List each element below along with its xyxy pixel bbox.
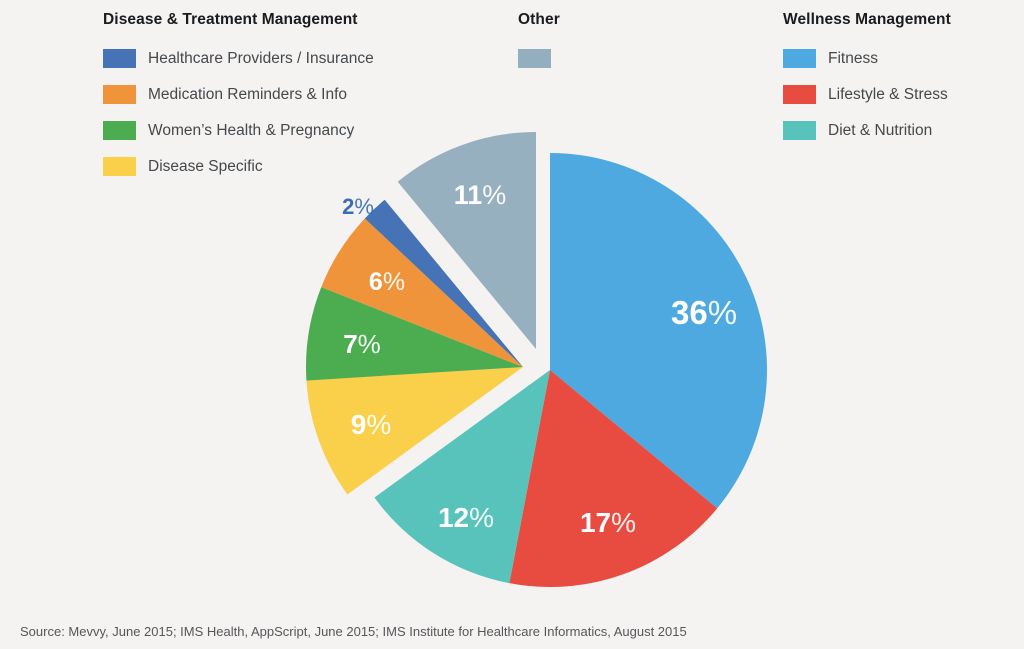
- pie-slice-medication-reminders-info: [321, 218, 523, 367]
- legend-item: Women’s Health & Pregnancy: [103, 121, 374, 140]
- legend-item-label: Women’s Health & Pregnancy: [148, 121, 355, 139]
- pie-slice-healthcare-providers-insurance: [364, 199, 523, 367]
- legend-item: Medication Reminders & Info: [103, 85, 374, 104]
- pie-slice-women-s-health-pregnancy: [306, 287, 523, 381]
- legend-disease-treatment: Disease & Treatment Management Healthcar…: [103, 11, 374, 176]
- pie-slice-diet-nutrition: [374, 370, 550, 584]
- pie-label-medication-reminders-info: 6%: [369, 268, 405, 296]
- legend-items-wellness: Fitness Lifestyle & Stress Diet & Nutrit…: [783, 49, 951, 140]
- legend-item-label: Fitness: [828, 49, 878, 67]
- legend-color-swatch: [103, 157, 136, 176]
- pie-label-disease-specific: 9%: [351, 409, 391, 440]
- legend-items-disease-treatment: Healthcare Providers / Insurance Medicat…: [103, 49, 374, 176]
- legend-title-disease-treatment: Disease & Treatment Management: [103, 11, 358, 28]
- legend-item-label: Medication Reminders & Info: [148, 85, 348, 103]
- pie-label-fitness: 36%: [671, 294, 737, 331]
- legend-color-swatch: [518, 49, 551, 68]
- legend-wellness: Wellness Management Fitness Lifestyle & …: [783, 11, 951, 140]
- legend-color-swatch: [103, 121, 136, 140]
- legend-title-wellness: Wellness Management: [783, 11, 951, 28]
- pie-slice-fitness: [550, 153, 767, 509]
- pie-slice-lifestyle-stress: [509, 370, 718, 588]
- legend-items-other: [518, 49, 563, 68]
- legend-item: Fitness: [783, 49, 951, 68]
- pie-label-women-s-health-pregnancy: 7%: [343, 329, 381, 359]
- pie-label-lifestyle-stress: 17%: [580, 507, 636, 538]
- pie-slice-other: [397, 132, 536, 349]
- legend-item-label: Lifestyle & Stress: [828, 85, 948, 103]
- legend-color-swatch: [103, 49, 136, 68]
- pie-label-diet-nutrition: 12%: [438, 502, 494, 533]
- legend-item-label: Healthcare Providers / Insurance: [148, 49, 374, 67]
- pie-label-other: 11%: [454, 180, 507, 210]
- pie-label-healthcare-providers-insurance: 2%: [342, 194, 374, 219]
- legend-item: Diet & Nutrition: [783, 121, 951, 140]
- legend-title-other: Other: [518, 11, 560, 28]
- legend-item: [518, 49, 563, 68]
- legend-item-label: Disease Specific: [148, 157, 263, 175]
- legend-item: Healthcare Providers / Insurance: [103, 49, 374, 68]
- pie-slice-disease-specific: [306, 367, 523, 495]
- legend-item: Disease Specific: [103, 157, 374, 176]
- legend-other: Other: [518, 11, 563, 68]
- legend-color-swatch: [103, 85, 136, 104]
- legend-item: Lifestyle & Stress: [783, 85, 951, 104]
- legend-color-swatch: [783, 85, 816, 104]
- legend-item-label: Diet & Nutrition: [828, 121, 933, 139]
- source-citation: Source: Mevvy, June 2015; IMS Health, Ap…: [20, 624, 687, 639]
- legend-color-swatch: [783, 121, 816, 140]
- legend-color-swatch: [783, 49, 816, 68]
